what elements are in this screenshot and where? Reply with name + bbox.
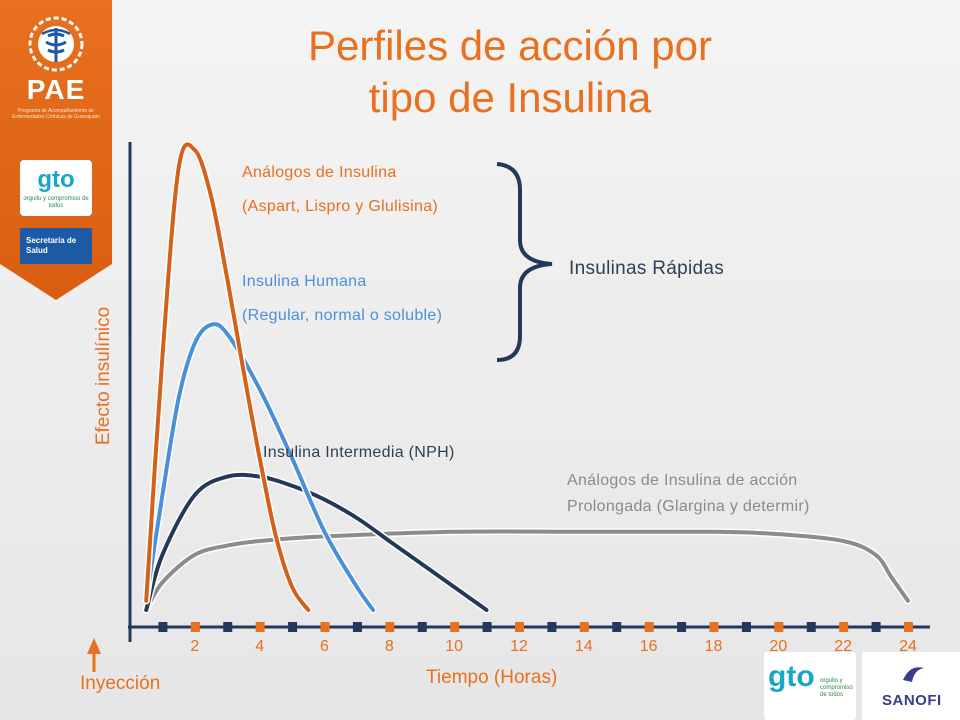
x-tick-mark (320, 622, 330, 632)
bracket-label-rapidas: Insulinas Rápidas (569, 258, 725, 279)
x-tick-mark (482, 622, 492, 632)
series-line-insulina-humana (144, 322, 376, 612)
sidebar-banner: PAE Programa de Acompañamiento de Enferm… (0, 0, 112, 300)
x-tick-label: 4 (255, 638, 264, 655)
x-tick-mark (871, 622, 881, 632)
series-halo-analogos-prolongada (142, 527, 912, 614)
title-line-2: tipo de Insulina (368, 74, 652, 121)
injection-arrow-head (87, 638, 101, 654)
label-humana-line1: Insulina Humana (242, 273, 367, 290)
x-tick-label: 18 (705, 638, 723, 655)
title-line-1: Perfiles de acción por (308, 22, 712, 69)
x-tick-mark (709, 622, 719, 632)
x-tick-mark (450, 622, 460, 632)
x-tick-mark (839, 622, 849, 632)
x-tick-mark (223, 622, 233, 632)
x-tick-mark (515, 622, 524, 632)
x-tick-mark (644, 622, 654, 632)
slide-title: Perfiles de acción por tipo de Insulina (230, 20, 790, 124)
label-nph: Insulina Intermedia (NPH) (263, 444, 455, 461)
x-tick-label: 6 (320, 638, 329, 655)
pae-logo-subtitle: Programa de Acompañamiento de Enfermedad… (12, 108, 100, 120)
sanofi-bird-icon (903, 667, 924, 682)
x-tick-label: 2 (190, 638, 199, 655)
gto-logo-bottom: gto orgullo y compromiso de todos (764, 652, 856, 720)
x-axis-label: Tiempo (Horas) (426, 667, 558, 688)
pae-logo-text: PAE (26, 74, 86, 105)
series-line-insulina-nph (144, 472, 489, 612)
sanofi-logo-text: SANOFI (882, 692, 942, 709)
gto-logo-sidebar: gto orgullo y compromiso de todos (20, 160, 92, 216)
rapid-insulins-bracket (496, 162, 553, 362)
secretaria-logo: Secretaría de Salud (20, 228, 92, 264)
injection-label: Inyección (80, 673, 161, 694)
x-tick-label: 22 (834, 638, 852, 655)
x-tick-mark (904, 622, 913, 632)
x-tick-marks (158, 622, 913, 632)
x-tick-label: 10 (445, 638, 463, 655)
series-line-analogos-rapidos (144, 142, 311, 612)
x-tick-label: 20 (769, 638, 787, 655)
x-tick-mark (579, 622, 589, 632)
series-line-analogos-prolongada (144, 529, 910, 612)
x-tick-label: 12 (510, 638, 528, 655)
x-tick-mark (352, 622, 362, 632)
x-tick-mark (190, 622, 200, 632)
x-tick-mark (741, 622, 751, 632)
x-tick-labels: 2 4 6 8 10 12 14 16 18 20 22 24 (190, 638, 917, 655)
x-tick-mark (774, 622, 784, 632)
sanofi-logo: SANOFI (862, 652, 960, 720)
label-prolongada-line1: Análogos de Insulina de acción (567, 472, 798, 489)
y-axis-label: Efecto insulínico (93, 306, 114, 446)
x-tick-label: 8 (385, 638, 394, 655)
label-prolongada-line2: Prolongada (Glargina y determir) (567, 498, 810, 515)
caduceus-emblem-icon (28, 16, 84, 72)
series-layer (142, 141, 912, 614)
x-tick-mark (677, 622, 687, 632)
label-humana-line2: (Regular, normal o soluble) (242, 307, 443, 324)
x-tick-mark (612, 622, 622, 632)
gto-logo-tagline: orgullo y compromiso de todos (23, 196, 89, 209)
x-tick-mark (806, 622, 816, 632)
x-tick-label: 16 (640, 638, 658, 655)
x-tick-mark (547, 622, 557, 632)
gto-logo-bottom-text: gto (768, 660, 815, 693)
x-tick-label: 24 (899, 638, 917, 655)
label-analogos-line2: (Aspart, Lispro y Glulisina) (242, 198, 439, 215)
x-tick-label: 14 (575, 638, 593, 655)
x-tick-mark (288, 622, 298, 632)
label-analogos-line1: Análogos de Insulina (242, 164, 397, 181)
secretaria-logo-text: Secretaría de Salud (26, 236, 77, 255)
gto-logo-bottom-tagline: orgullo y compromiso de todos (820, 678, 853, 698)
x-tick-mark (417, 622, 427, 632)
chart-axes: 2 4 6 8 10 12 14 16 18 20 22 24 (128, 142, 930, 655)
x-tick-mark (385, 622, 395, 632)
gto-logo-text: gto (37, 166, 75, 193)
x-tick-mark (158, 622, 168, 632)
x-tick-mark (255, 622, 265, 632)
